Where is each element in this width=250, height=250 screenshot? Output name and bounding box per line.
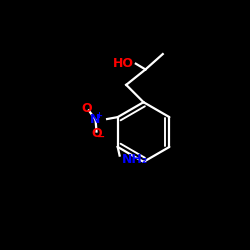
Text: −: − bbox=[97, 132, 105, 141]
Text: HO: HO bbox=[113, 57, 134, 70]
Text: O: O bbox=[82, 102, 92, 115]
Text: O: O bbox=[91, 127, 102, 140]
Text: N: N bbox=[90, 114, 101, 126]
Text: NH₂: NH₂ bbox=[122, 153, 148, 166]
Text: +: + bbox=[96, 111, 102, 120]
